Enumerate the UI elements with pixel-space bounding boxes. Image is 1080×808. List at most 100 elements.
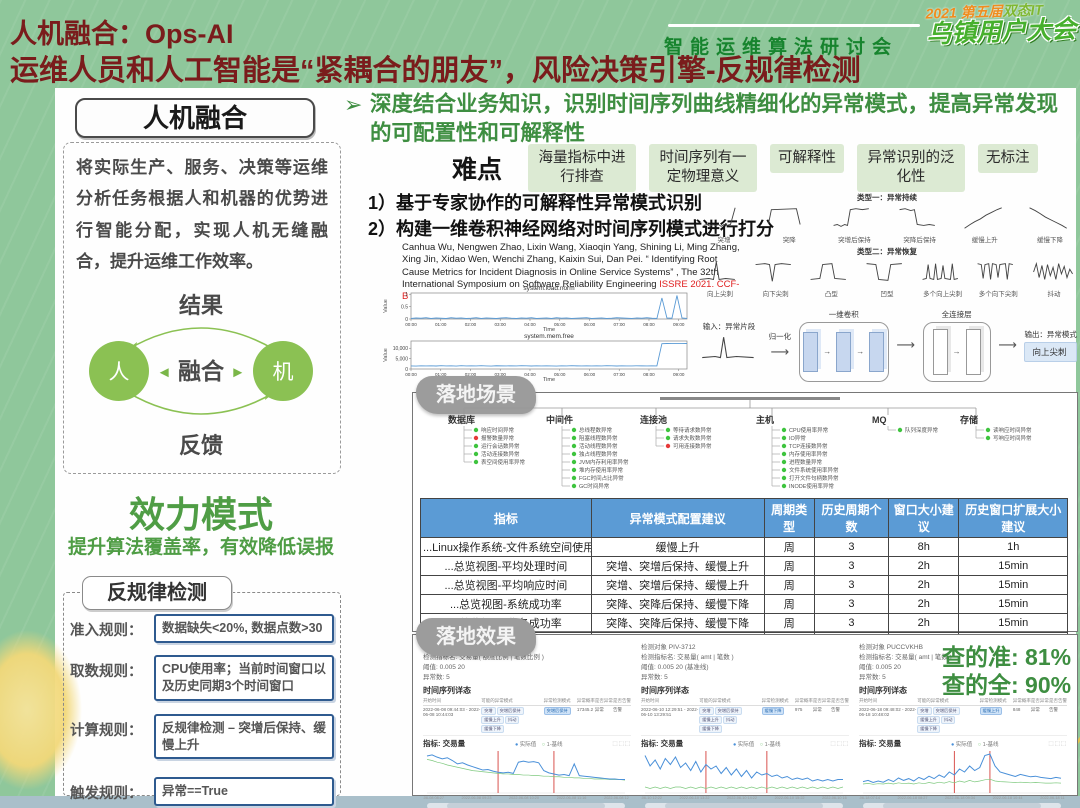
mini-header-cell: 是否告警 xyxy=(830,697,849,707)
rule-label: 准入规则： xyxy=(70,623,143,639)
mini-table: 开始时间 可能的异常模式 异常检测模式 异常概率 是否异常 是否告警 2022-06-08 … xyxy=(423,697,631,737)
legend-dot-baseline: ○ xyxy=(759,741,764,748)
effect-chart: 2022-06-18 07:14 2022-06-18 08:27 2022-06-… xyxy=(850,751,1070,808)
mini-cell-flag: 告警 xyxy=(830,705,849,737)
svg-text:04:00: 04:00 xyxy=(524,372,536,377)
legend-dot-actual: ● xyxy=(950,741,955,748)
nn-output: 输出：异常模式 向上尖刺 xyxy=(1024,329,1077,362)
config-table: 指标 异常模式配置建议 周期类型 历史周期个数 窗口大小建议 历史窗口扩展大小建议 ...L… xyxy=(420,498,1068,690)
svg-text:写响应时间异常: 写响应时间异常 xyxy=(993,434,1032,442)
pattern-chip: 突增 xyxy=(699,707,714,716)
nn-conv-block: 一维卷积 → → xyxy=(798,309,889,382)
bullet-arrow-icon: ➢ xyxy=(344,92,363,117)
difficulty-chip: 可解释性 xyxy=(770,144,844,173)
svg-text:JVM内存利用率异常: JVM内存利用率异常 xyxy=(579,458,629,466)
svg-text:2022-06-10 14:22: 2022-06-10 14:22 xyxy=(727,796,757,800)
table-cell: 1h xyxy=(958,537,1068,557)
pattern-chip: 突增后保持 xyxy=(714,707,742,716)
svg-text:06:00: 06:00 xyxy=(584,372,596,377)
table-cell: 3 xyxy=(813,537,890,557)
meta-line: 检测指标名: 交易量( 额度比例 | 笔数比例 ) xyxy=(423,654,544,662)
pattern-caption: 突降后保持 xyxy=(903,237,936,244)
mini-header-row: 开始时间 可能的异常模式 异常检测模式 异常概率 是否异常 是否告警 xyxy=(641,697,849,707)
pattern-chip: 抖动 xyxy=(505,716,520,725)
svg-text:响应时间异常: 响应时间异常 xyxy=(481,426,515,434)
svg-text:运行会话数异常: 运行会话数异常 xyxy=(481,442,520,450)
mini-cell-prob: 975 xyxy=(794,705,813,737)
table-cell: 2h xyxy=(888,594,960,614)
svg-text:system.load.norm: system.load.norm xyxy=(523,285,574,292)
table-cell: 3 xyxy=(813,575,890,595)
rule-label: 触发规则： xyxy=(70,786,143,803)
pattern-chip: 缓慢下降 xyxy=(917,725,940,734)
svg-text:0: 0 xyxy=(405,367,408,373)
mini-row: 2022-06-18 09:48:02 - 2022-06-18 10:48:0… xyxy=(859,705,1067,737)
pattern-chip: 缓慢下降 xyxy=(481,725,504,734)
table-cell: 缓慢上升 xyxy=(590,537,765,557)
meta-line: 阈值: 0.005 20 (基准线) xyxy=(641,664,709,672)
rules-title: 反规律检测 xyxy=(82,576,232,610)
mini-cell-prob: 848 xyxy=(1012,705,1031,737)
legend-dot-actual: ● xyxy=(732,741,737,748)
pattern-caption: 凸型 xyxy=(824,291,838,298)
effect-dashboard: 检测对象 AXCCXHB检测指标名: 交易量( 额度比例 | 笔数比例 )阈值:… xyxy=(414,643,634,808)
section-title: 时间序列详态 xyxy=(859,686,907,696)
nn-normalize-step: 归一化 ⟶ xyxy=(769,331,792,360)
svg-text:2022-06-18 07:14: 2022-06-18 07:14 xyxy=(859,796,880,800)
table-cell: ...Linux操作系统-文件系统空间使用率 xyxy=(420,537,592,557)
pattern-group-title: 类型一：异常持续 xyxy=(857,193,917,202)
svg-text:2022-06-10 15:22: 2022-06-10 15:22 xyxy=(775,796,805,800)
nn-output-result: 向上尖刺 xyxy=(1024,341,1077,362)
svg-text:阻塞线程数异常: 阻塞线程数异常 xyxy=(579,434,618,442)
chart-legend: ● 实际值 ○ 1-基线 xyxy=(732,741,781,748)
difficulty-chips: 海量指标中进行排查 时间序列有一定物理意义 可解释性 异常识别的泛化性 无标注 xyxy=(528,144,1038,192)
plateau-icon: 突降 xyxy=(762,205,816,244)
rise-hold-icon: 突增后保持 xyxy=(827,205,881,244)
pattern-caption: 多个向上尖刺 xyxy=(923,291,963,298)
pattern-row: 突增 突降 突增后保持 突降后保持 缓慢上升 缓慢下降 xyxy=(697,205,1077,244)
pattern-row: 向上尖刺 向下尖刺 凸型 凹型 多个向上尖刺 多个向下尖刺 抖动 xyxy=(697,259,1077,298)
mini-header-cell: 异常概率 xyxy=(794,697,813,707)
table-header-cell: 窗口大小建议 xyxy=(888,498,960,538)
meta-line: 异常数: 5 xyxy=(423,674,450,682)
mini-row: 2022-06-08 09:44:03 - 2022-06-08 10:44:0… xyxy=(423,705,631,737)
mini-cell-time: 2022-06-08 09:44:03 - 2022-06-08 10:44:0… xyxy=(423,705,482,737)
system-mem-chart: system.mem.free Value 0 5,000 10,000 00:00 01:… xyxy=(383,333,688,382)
rule-value-box: 异常==True xyxy=(154,777,334,807)
description-text: 将实际生产、服务、决策等运维分析任务根据人和机器的优势进行智能分配，实现人机无缝… xyxy=(76,158,328,272)
nn-output-label: 输出：异常模式 xyxy=(1024,329,1077,339)
table-header-cell: 历史窗口扩展大小建议 xyxy=(958,498,1068,538)
difficulty-chip: 时间序列有一定物理意义 xyxy=(649,144,757,192)
detected-pattern-chip: 缓慢下降 xyxy=(761,707,785,716)
effect-dashboard: 检测对象 PIV-3712 检测指标名: 交易量( amt | 笔数 ) 阈值: 0… xyxy=(632,643,852,808)
chart-title-row: 指标: 交易量 ● 实际值 ○ 1-基线 ⬚⬚⬚ xyxy=(423,738,631,749)
svg-text:2022-06-10 12:22: 2022-06-10 12:22 xyxy=(641,796,662,800)
meta-line: 检测对象 PUCCVKHB xyxy=(859,644,923,651)
pattern-caption: 缓慢下降 xyxy=(1036,237,1063,244)
table-header-cell: 指标 xyxy=(420,498,592,538)
rule-value-box: CPU使用率；当前时间窗口以及历史同期3个时间窗口 xyxy=(154,654,334,701)
table-header-row: 指标 异常模式配置建议 周期类型 历史周期个数 窗口大小建议 历史窗口扩展大小建议 xyxy=(420,498,1068,538)
chart-toolbar-icons: ⬚⬚⬚ xyxy=(830,740,849,747)
chart-title: 指标: 交易量 xyxy=(423,739,466,749)
arrow-right-icon: ⟶ xyxy=(896,337,915,352)
pattern-group-title: 类型二：异常恢复 xyxy=(857,247,917,256)
flow-result-label: 结果 xyxy=(178,293,223,318)
arrow-right-icon: ► xyxy=(230,364,246,381)
table-cell: 8h xyxy=(888,537,960,557)
chart-title-row: 指标: 交易量 ● 实际值 ○ 1-基线 ⬚⬚⬚ xyxy=(641,738,849,749)
pattern-caption: 抖动 xyxy=(1047,291,1061,298)
pattern-chip: 突增 xyxy=(481,707,496,716)
pattern-caption: 突增 xyxy=(717,237,731,244)
mini-cell-flag: 异常 xyxy=(812,705,831,737)
input-spike-icon xyxy=(702,337,754,359)
svg-text:07:00: 07:00 xyxy=(613,322,625,327)
meta-line: 检测指标名: 交易量( amt | 笔数 ) xyxy=(859,654,952,662)
svg-text:2022-06-18 09:34: 2022-06-18 09:34 xyxy=(945,796,975,800)
mini-header-cell: 是否异常 xyxy=(812,697,831,707)
meta-line: 阈值: 0.005 20 xyxy=(859,664,901,672)
left-panel-title: 人机融合 xyxy=(75,98,315,138)
spike-up-icon: 向上尖刺 xyxy=(697,259,743,298)
event-logo: 2021 第五届双态IT 乌镇用户大会 xyxy=(925,1,1076,49)
